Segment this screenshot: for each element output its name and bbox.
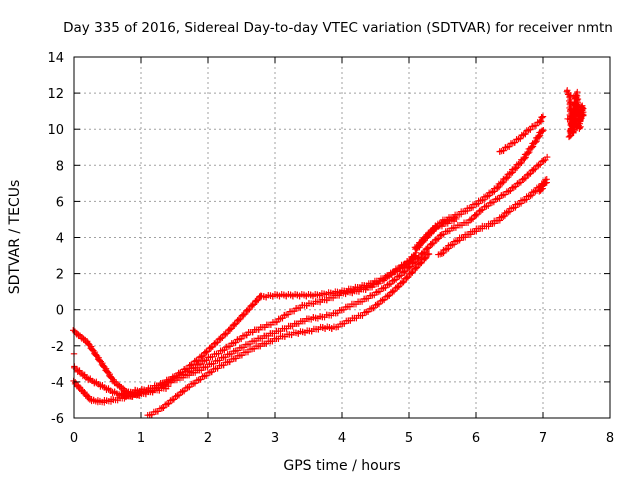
data-point xyxy=(531,138,539,145)
data-point xyxy=(539,180,547,188)
data-point xyxy=(524,149,531,156)
x-tick-label: 3 xyxy=(271,431,279,446)
y-tick-label: 8 xyxy=(56,159,64,174)
data-point xyxy=(541,180,548,187)
data-point xyxy=(536,118,543,126)
y-axis-label: SDTVAR / TECUs xyxy=(7,180,23,295)
data-point xyxy=(539,113,547,120)
x-tick-label: 1 xyxy=(137,431,145,446)
y-tick-label: 6 xyxy=(56,195,64,210)
x-tick-label: 2 xyxy=(204,431,212,446)
data-point xyxy=(528,143,535,151)
chart-title: Day 335 of 2016, Sidereal Day-to-day VTE… xyxy=(63,20,613,36)
data-point xyxy=(425,250,432,257)
data-point xyxy=(566,126,574,134)
data-series xyxy=(496,113,547,155)
y-tick-label: 12 xyxy=(47,87,64,102)
data-point xyxy=(543,176,550,183)
axis-ticks xyxy=(73,56,611,419)
data-series xyxy=(145,153,551,395)
data-series xyxy=(144,250,433,419)
data-point xyxy=(564,115,571,123)
data-marks xyxy=(70,87,587,419)
data-point xyxy=(543,153,551,161)
y-tick-label: -4 xyxy=(51,376,64,391)
data-point xyxy=(537,117,544,125)
data-series xyxy=(563,87,587,141)
x-axis-label: GPS time / hours xyxy=(283,458,400,474)
x-tick-label: 8 xyxy=(606,431,614,446)
data-point xyxy=(165,383,172,390)
data-point xyxy=(538,127,546,134)
data-series xyxy=(70,377,144,406)
data-series xyxy=(435,179,550,258)
data-point xyxy=(535,132,542,140)
y-tick-label: 0 xyxy=(56,304,64,319)
x-tick-label: 0 xyxy=(70,431,78,446)
y-tick-label: 10 xyxy=(47,123,64,138)
data-point xyxy=(520,154,528,162)
data-series xyxy=(412,215,460,253)
x-tick-label: 4 xyxy=(338,431,346,446)
y-tick-label: -2 xyxy=(51,340,64,355)
y-tick-label: 14 xyxy=(47,51,64,66)
data-point xyxy=(565,133,573,141)
data-point xyxy=(542,176,549,184)
x-tick-label: 6 xyxy=(472,431,480,446)
x-tick-labels: 0 1 2 3 4 5 6 7 8 xyxy=(70,431,614,446)
x-tick-label: 5 xyxy=(405,431,413,446)
data-point xyxy=(453,215,460,223)
y-tick-labels: -6 -4 -2 0 2 4 6 8 10 12 14 xyxy=(47,51,64,427)
y-tick-label: 2 xyxy=(56,268,64,283)
x-tick-label: 7 xyxy=(539,431,547,446)
data-point xyxy=(538,113,545,121)
data-series xyxy=(536,176,550,195)
data-point xyxy=(536,186,544,194)
data-point xyxy=(540,127,547,134)
y-tick-label: -6 xyxy=(51,412,64,427)
data-point xyxy=(538,186,545,193)
y-tick-label: 4 xyxy=(56,232,64,247)
